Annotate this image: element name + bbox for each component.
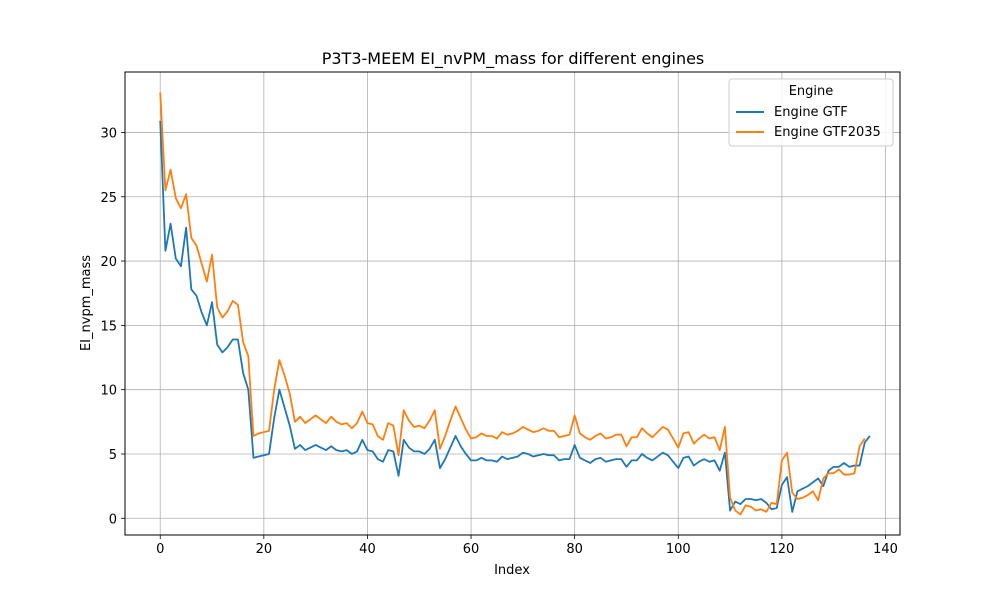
y-tick-label: 15 [100,319,117,334]
x-tick-label: 0 [156,542,164,557]
legend: Engine Engine GTF Engine GTF2035 [728,78,894,147]
x-tick-label: 60 [463,542,480,557]
legend-title: Engine [789,84,834,99]
series-layer [159,92,871,516]
y-tick-label: 0 [109,512,117,527]
legend-box [728,78,894,147]
x-tick-label: 20 [256,542,273,557]
y-tick-label: 5 [109,448,117,463]
x-tick-label: 140 [873,542,898,557]
y-tick-label: 30 [100,126,117,141]
y-axis-label: EI_nvpm_mass [79,255,94,351]
x-tick-label: 80 [566,542,583,557]
y-tick-label: 20 [100,255,117,270]
x-axis: 0 20 40 60 80 100 120 140 [156,535,898,557]
y-tick-label: 10 [100,384,117,399]
x-tick-label: 100 [666,542,691,557]
x-tick-label: 120 [769,542,794,557]
x-axis-label: Index [494,563,530,578]
chart-title: P3T3-MEEM EI_nvPM_mass for different eng… [322,49,705,69]
grid [125,72,900,535]
plot-frame [124,71,901,536]
series-line-0 [159,120,871,513]
legend-entry-gtf2035: Engine GTF2035 [774,125,881,140]
y-tick-label: 25 [100,191,117,206]
legend-entry-gtf: Engine GTF [774,105,848,120]
x-tick-label: 40 [359,542,376,557]
series-line-1 [159,92,866,516]
y-axis: 0 5 10 15 20 25 30 [100,126,125,527]
